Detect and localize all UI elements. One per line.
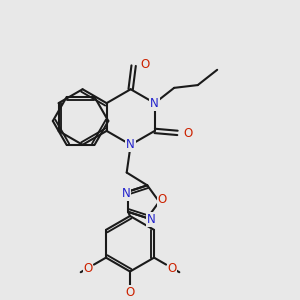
Text: O: O	[184, 128, 193, 140]
Text: O: O	[83, 262, 93, 275]
Text: O: O	[125, 286, 135, 299]
Text: N: N	[126, 138, 135, 151]
Text: N: N	[122, 187, 130, 200]
Text: N: N	[147, 213, 156, 226]
Text: O: O	[167, 262, 177, 275]
Text: O: O	[158, 193, 167, 206]
Text: N: N	[150, 97, 159, 110]
Text: O: O	[140, 58, 149, 71]
